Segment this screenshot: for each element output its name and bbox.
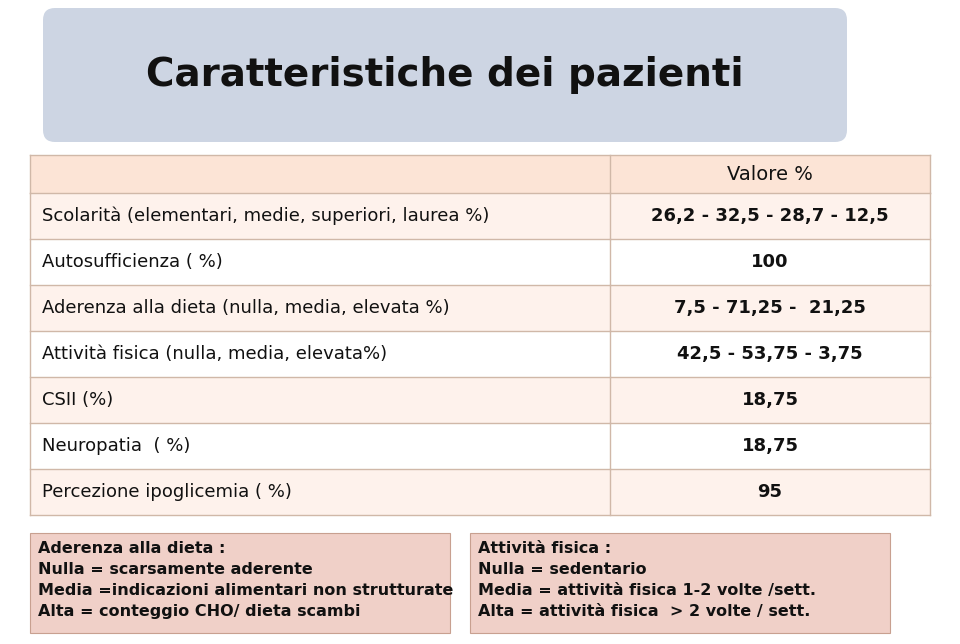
FancyBboxPatch shape — [43, 8, 847, 142]
Text: 7,5 - 71,25 -  21,25: 7,5 - 71,25 - 21,25 — [674, 299, 866, 317]
FancyBboxPatch shape — [30, 423, 610, 469]
Text: CSII (%): CSII (%) — [42, 391, 113, 409]
FancyBboxPatch shape — [30, 193, 610, 239]
Text: Neuropatia  ( %): Neuropatia ( %) — [42, 437, 190, 455]
FancyBboxPatch shape — [610, 423, 930, 469]
Text: 18,75: 18,75 — [741, 437, 799, 455]
FancyBboxPatch shape — [610, 331, 930, 377]
Text: 100: 100 — [752, 253, 789, 271]
FancyBboxPatch shape — [470, 533, 890, 633]
FancyBboxPatch shape — [30, 533, 450, 633]
Text: Percezione ipoglicemia ( %): Percezione ipoglicemia ( %) — [42, 483, 292, 501]
FancyBboxPatch shape — [30, 239, 610, 285]
Text: 18,75: 18,75 — [741, 391, 799, 409]
Text: Aderenza alla dieta (nulla, media, elevata %): Aderenza alla dieta (nulla, media, eleva… — [42, 299, 449, 317]
Text: Media =indicazioni alimentari non strutturate: Media =indicazioni alimentari non strutt… — [38, 583, 453, 598]
Text: Nulla = scarsamente aderente: Nulla = scarsamente aderente — [38, 562, 313, 577]
Text: Aderenza alla dieta :: Aderenza alla dieta : — [38, 541, 226, 556]
FancyBboxPatch shape — [610, 239, 930, 285]
Text: Attività fisica :: Attività fisica : — [478, 541, 612, 556]
FancyBboxPatch shape — [30, 469, 610, 515]
Text: Attività fisica (nulla, media, elevata%): Attività fisica (nulla, media, elevata%) — [42, 345, 387, 363]
Text: 26,2 - 32,5 - 28,7 - 12,5: 26,2 - 32,5 - 28,7 - 12,5 — [651, 207, 889, 225]
FancyBboxPatch shape — [30, 331, 610, 377]
FancyBboxPatch shape — [610, 285, 930, 331]
FancyBboxPatch shape — [30, 377, 610, 423]
Text: Valore %: Valore % — [727, 164, 813, 184]
FancyBboxPatch shape — [30, 285, 610, 331]
Text: Scolarità (elementari, medie, superiori, laurea %): Scolarità (elementari, medie, superiori,… — [42, 207, 490, 225]
Text: Alta = attività fisica  > 2 volte / sett.: Alta = attività fisica > 2 volte / sett. — [478, 604, 810, 619]
FancyBboxPatch shape — [30, 155, 930, 193]
Text: Media = attività fisica 1-2 volte /sett.: Media = attività fisica 1-2 volte /sett. — [478, 583, 816, 598]
FancyBboxPatch shape — [610, 469, 930, 515]
Text: Caratteristiche dei pazienti: Caratteristiche dei pazienti — [146, 56, 744, 94]
Text: Alta = conteggio CHO/ dieta scambi: Alta = conteggio CHO/ dieta scambi — [38, 604, 361, 619]
FancyBboxPatch shape — [610, 377, 930, 423]
FancyBboxPatch shape — [610, 193, 930, 239]
Text: 42,5 - 53,75 - 3,75: 42,5 - 53,75 - 3,75 — [677, 345, 863, 363]
Text: Autosufficienza ( %): Autosufficienza ( %) — [42, 253, 223, 271]
Text: Nulla = sedentario: Nulla = sedentario — [478, 562, 647, 577]
Text: 95: 95 — [757, 483, 782, 501]
